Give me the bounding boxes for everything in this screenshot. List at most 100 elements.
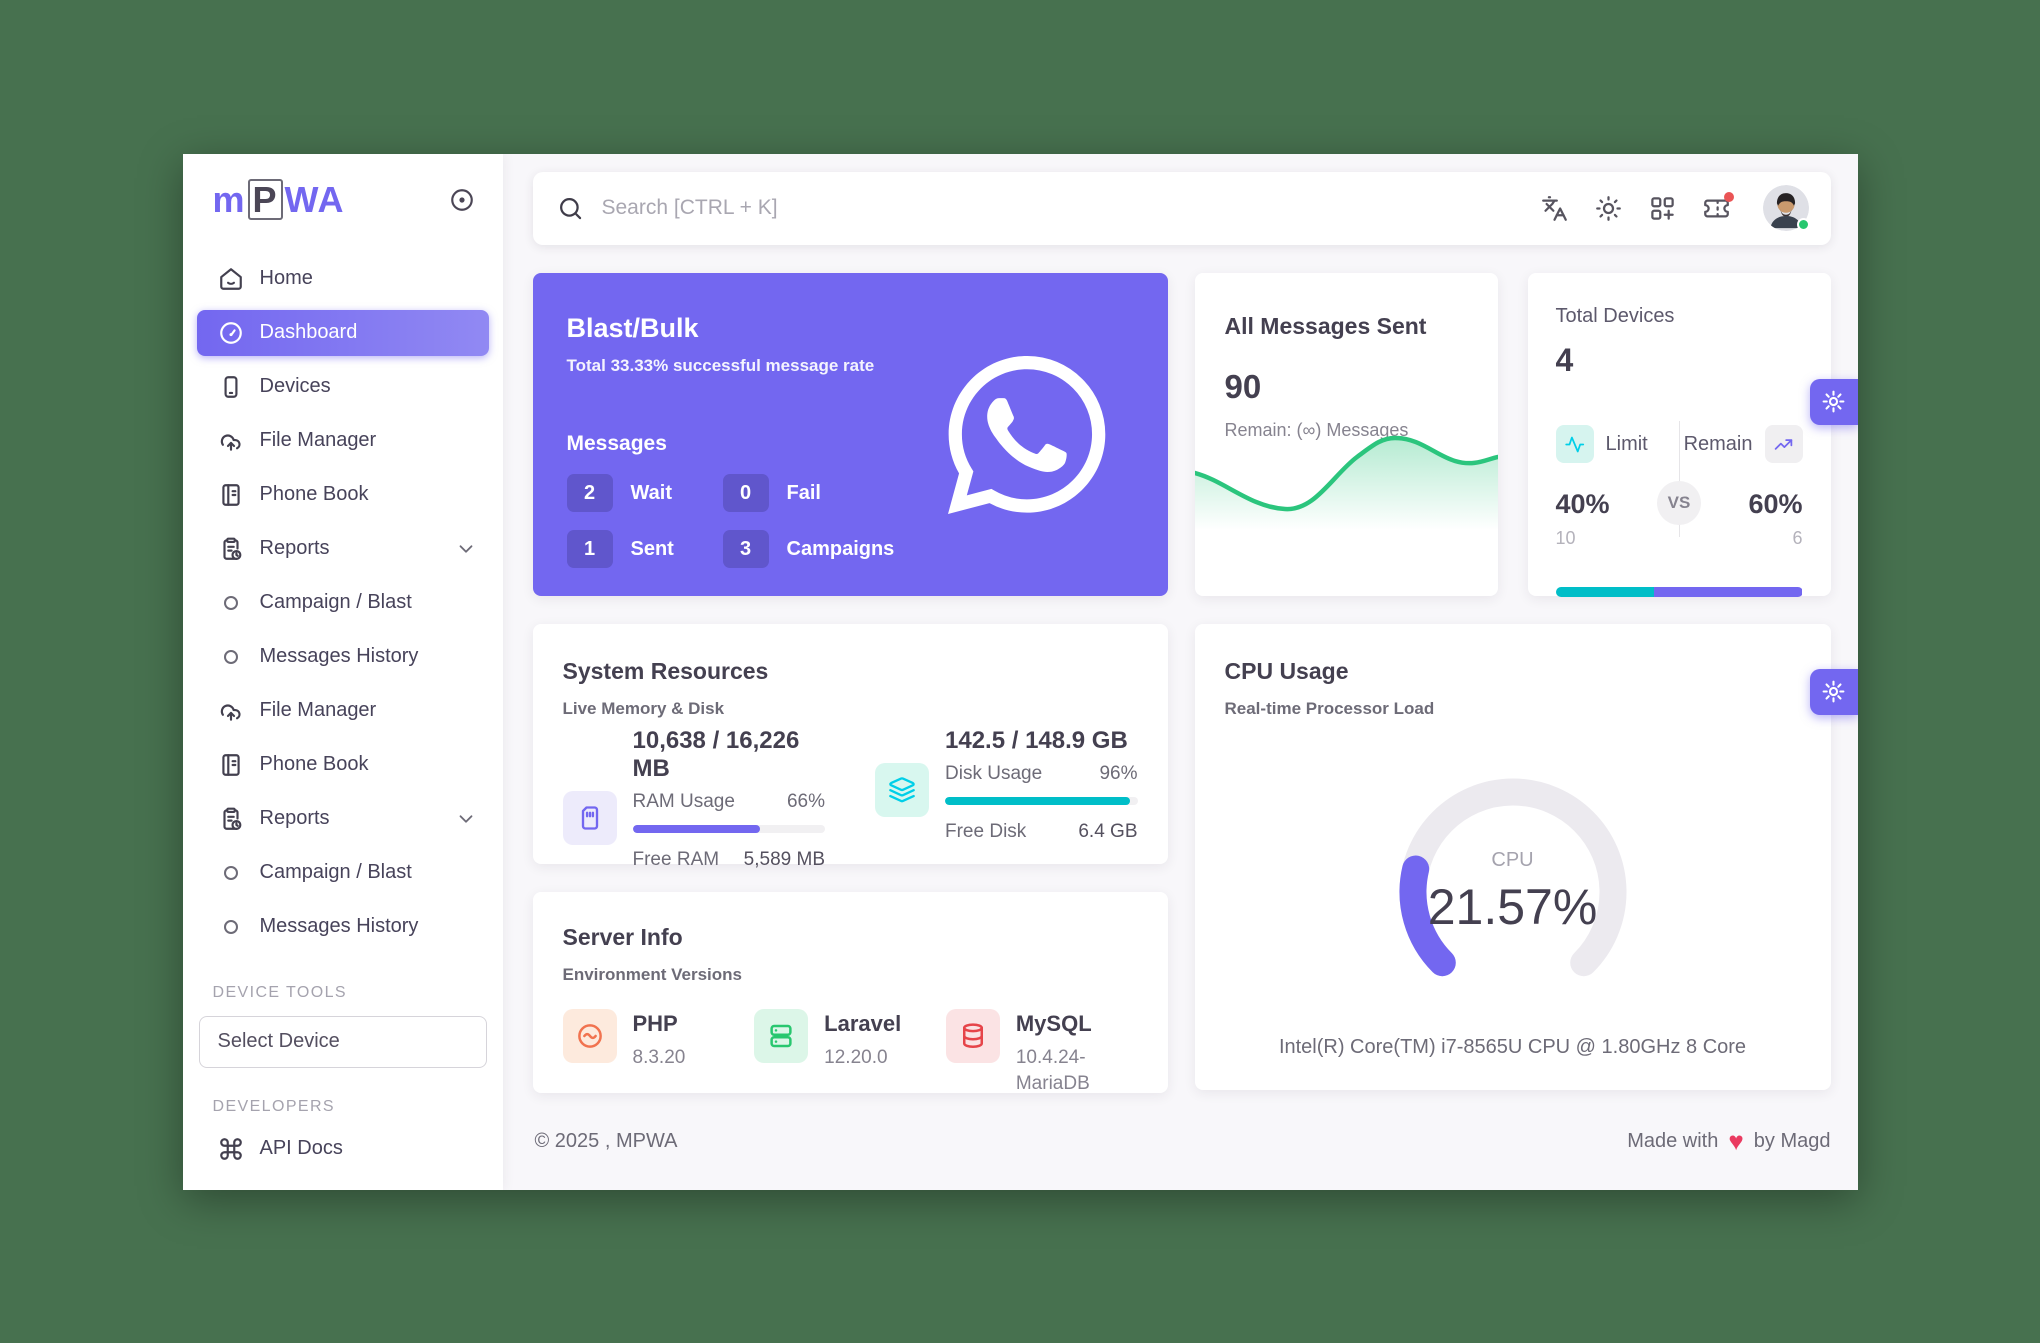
translate-icon[interactable] <box>1541 195 1568 222</box>
messages-sent-value: 90 <box>1224 368 1262 406</box>
mysql-name: MySQL <box>1015 1011 1092 1037</box>
section-label-developers: DEVELOPERS <box>212 1097 335 1115</box>
author-text: by Magd <box>1753 1129 1831 1152</box>
notification-dot <box>1723 191 1734 202</box>
sent-count-badge: 1 <box>566 530 613 569</box>
sidebar-item-label: Home <box>259 267 313 289</box>
sidebar-item-phone-book[interactable]: Phone Book <box>183 468 503 522</box>
laravel-version-item: Laravel 12.20.0 <box>754 1009 946 1096</box>
sidebar-item-messages-history-2[interactable]: Messages History <box>183 900 503 954</box>
customizer-gear-button-2[interactable] <box>1809 668 1858 715</box>
limit-label: Limit <box>1605 432 1648 455</box>
disk-progress-bar <box>945 797 1138 806</box>
sidebar-item-label: API Docs <box>259 1137 343 1159</box>
remain-count: 6 <box>1792 528 1803 549</box>
gauge-label: CPU <box>1491 848 1534 871</box>
limit-remain-progress-bar <box>1555 587 1803 598</box>
sidebar-item-file-manager[interactable]: File Manager <box>183 414 503 468</box>
total-devices-value: 4 <box>1555 342 1574 379</box>
system-resources-title: System Resources <box>562 658 769 685</box>
sidebar-item-campaign-blast[interactable]: Campaign / Blast <box>183 576 503 630</box>
dashboard-grid: Blast/Bulk Total 33.33% successful messa… <box>532 273 1831 1096</box>
sidebar-item-label: Reports <box>259 807 330 829</box>
top-navbar <box>532 171 1831 246</box>
disk-chip <box>875 763 929 818</box>
dashboard-icon <box>219 321 242 344</box>
sidebar-item-messages-history[interactable]: Messages History <box>183 630 503 684</box>
free-disk-label: Free Disk <box>945 821 1027 843</box>
ticket-icon[interactable] <box>1703 191 1734 222</box>
fail-label: Fail <box>786 481 821 504</box>
cpu-model-text: Intel(R) Core(TM) i7-8565U CPU @ 1.80GHz… <box>1278 1036 1747 1059</box>
limit-percent: 40% <box>1555 489 1610 520</box>
bullet-circle-icon <box>223 649 238 664</box>
disk-value: 142.5 / 148.9 GB <box>945 727 1128 755</box>
laravel-icon <box>754 1009 809 1064</box>
mysql-version: 10.4.24-MariaDB <box>1015 1047 1090 1094</box>
sidebar-item-label: File Manager <box>259 699 377 721</box>
php-icon <box>562 1009 617 1064</box>
logo-wa: WA <box>284 178 345 220</box>
sidebar-item-file-manager-2[interactable]: File Manager <box>183 684 503 738</box>
all-messages-sent-card: All Messages Sent 90 Remain: (∞) Message… <box>1194 273 1498 597</box>
sun-icon[interactable] <box>1595 195 1622 222</box>
apps-grid-icon[interactable] <box>1649 195 1676 222</box>
logo-m: m <box>212 178 246 220</box>
blast-messages-label: Messages <box>566 432 667 456</box>
app-logo[interactable]: m P WA <box>213 179 345 221</box>
api-icon <box>219 1137 242 1160</box>
sidebar-pin-toggle-icon[interactable] <box>449 187 475 213</box>
customizer-gear-button-1[interactable] <box>1809 378 1858 425</box>
cloud-upload-icon <box>220 433 241 451</box>
sidebar-item-label: Dashboard <box>259 321 358 343</box>
blast-stats-row: 1 Sent 3 Campaigns <box>566 530 1132 569</box>
activity-icon <box>1565 436 1585 452</box>
messages-remain-text: Remain: (∞) Messages <box>1224 420 1409 441</box>
all-messages-sent-title: All Messages Sent <box>1224 313 1427 340</box>
sidebar-item-campaign-blast-2[interactable]: Campaign / Blast <box>183 846 503 900</box>
cpu-gauge: CPU 21.57% <box>1383 762 1643 1022</box>
search-icon[interactable] <box>557 195 584 222</box>
wait-label: Wait <box>630 481 672 504</box>
sidebar-item-reports-2[interactable]: Reports <box>183 792 503 846</box>
laravel-version: 12.20.0 <box>824 1047 888 1069</box>
made-with-text: Made with <box>1627 1129 1719 1152</box>
sidebar-item-reports[interactable]: Reports <box>183 522 503 576</box>
chevron-down-icon <box>459 544 472 553</box>
search-input[interactable] <box>601 196 1541 221</box>
home-icon <box>219 267 242 290</box>
phone-book-icon <box>221 753 240 776</box>
sidebar-item-phone-book-2[interactable]: Phone Book <box>183 738 503 792</box>
remain-chip <box>1764 425 1803 464</box>
bullet-circle-icon <box>223 865 238 880</box>
sidebar-item-label: Messages History <box>259 645 419 667</box>
memory-card-icon <box>581 806 598 830</box>
trending-up-icon <box>1774 438 1793 450</box>
sidebar-menu: Home Dashboard Devices File Manager Phon… <box>183 246 503 1176</box>
sidebar-item-label: Phone Book <box>259 753 369 775</box>
remain-bar-segment <box>1654 587 1803 598</box>
bullet-circle-icon <box>223 595 238 610</box>
sidebar-item-devices[interactable]: Devices <box>183 360 503 414</box>
device-select[interactable]: Select Device <box>198 1015 487 1068</box>
sidebar-item-home[interactable]: Home <box>183 252 503 306</box>
vs-badge: VS <box>1657 481 1701 526</box>
search-bar <box>557 195 1541 222</box>
ram-progress-bar <box>632 825 825 834</box>
php-version: 8.3.20 <box>632 1047 686 1069</box>
cloud-upload-icon <box>220 703 241 721</box>
sidebar-item-api-docs[interactable]: API Docs <box>183 1122 503 1176</box>
user-avatar[interactable] <box>1762 185 1810 232</box>
cpu-usage-card: CPU Usage Real-time Processor Load CPU 2… <box>1194 624 1831 1091</box>
main-content: Blast/Bulk Total 33.33% successful messa… <box>503 154 1858 1190</box>
ram-stats: 10,638 / 16,226 MB RAM Usage 66% <box>562 727 825 871</box>
section-label-device-tools: DEVICE TOOLS <box>212 983 347 1001</box>
remain-percent: 60% <box>1748 489 1803 520</box>
free-disk-value: 6.4 GB <box>1078 821 1138 843</box>
total-devices-title: Total Devices <box>1555 305 1675 328</box>
sidebar-item-dashboard[interactable]: Dashboard <box>196 309 489 356</box>
sidebar-item-label: Phone Book <box>259 483 369 505</box>
logo-p: P <box>247 178 283 221</box>
php-version-item: PHP 8.3.20 <box>562 1009 755 1096</box>
system-resources-card: System Resources Live Memory & Disk 10,6… <box>532 624 1168 870</box>
